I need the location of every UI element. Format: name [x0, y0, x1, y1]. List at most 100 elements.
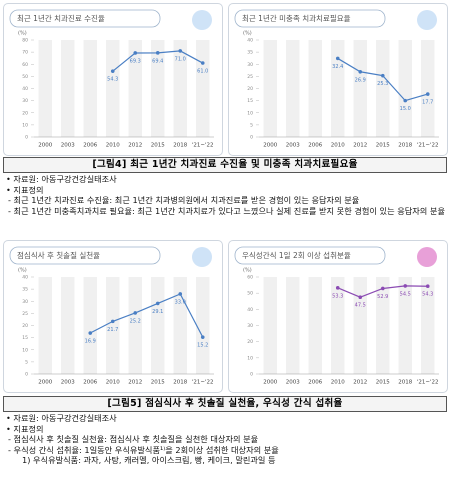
- y-tick-label: 20: [22, 110, 28, 116]
- data-label: 21.7: [107, 327, 118, 333]
- column-band: [61, 40, 75, 137]
- y-tick-label: 20: [247, 339, 253, 345]
- definition: • 지표정의: [6, 423, 44, 434]
- column-band: [61, 277, 75, 374]
- x-tick-label: 2012: [128, 380, 142, 386]
- definition-item: - 최근 1년간 치과진료 수진율: 최근 1년간 치과병의원에서 치과진료를 …: [8, 195, 360, 206]
- y-tick-label: 5: [25, 359, 28, 365]
- y-tick-label: 10: [247, 355, 253, 361]
- figure-caption: [그림4] 최근 1년간 치과진료 수진율 및 미충족 치과치료필요율: [3, 157, 447, 173]
- data-label: 54.5: [400, 291, 411, 297]
- chart: 최근 1년간 치과진료 수진율(%)2000 2003 2006 2010 2012 20…: [3, 3, 223, 156]
- figure-notes: • 자료원: 아동구강건강실태조사 • 지표정의 - 최근 1년간 치과진료 수…: [6, 174, 446, 216]
- y-tick-label: 60: [247, 275, 253, 281]
- data-point: [425, 284, 430, 289]
- x-tick-label: 2000: [38, 380, 52, 386]
- x-tick-label: 2010: [106, 143, 120, 149]
- data-point: [403, 284, 408, 288]
- data-point: [110, 69, 115, 73]
- y-tick-label: 50: [247, 291, 253, 297]
- data-point: [358, 69, 363, 74]
- data-label: 25.2: [130, 318, 141, 324]
- x-tick-label: 2015: [376, 380, 390, 386]
- y-tick-label: 5: [250, 122, 253, 128]
- x-tick-label: '21~'22: [192, 143, 214, 149]
- y-tick-label: 30: [22, 299, 28, 305]
- x-tick-label: 2015: [151, 143, 165, 149]
- column-band: [286, 40, 300, 137]
- source: • 자료원: 아동구강건강실태조사: [6, 174, 117, 184]
- column-band: [106, 40, 120, 137]
- x-tick-label: 2012: [128, 143, 142, 149]
- y-tick-label: 30: [247, 323, 253, 329]
- column-band: [196, 277, 210, 374]
- x-tick-label: 2018: [173, 380, 187, 386]
- x-tick-label: 2015: [151, 380, 165, 386]
- data-point: [403, 98, 408, 103]
- data-point: [358, 295, 363, 300]
- data-label: 32.4: [332, 64, 343, 70]
- x-tick-label: 2003: [61, 143, 75, 149]
- data-label: 17.7: [422, 100, 433, 106]
- definition-item: - 점심식사 후 칫솔질 실천율: 점심식사 후 칫솔질을 실천한 대상자의 분…: [8, 434, 259, 445]
- y-tick-label: 60: [22, 62, 28, 68]
- y-tick-label: 25: [22, 311, 28, 317]
- column-band: [83, 40, 97, 137]
- data-label: 71.0: [175, 56, 186, 62]
- x-tick-label: 2010: [331, 380, 345, 386]
- column-band: [38, 277, 52, 374]
- y-tick-label: 10: [22, 122, 28, 128]
- y-tick-label: 10: [247, 110, 253, 116]
- y-axis-label: (%): [18, 268, 27, 274]
- data-point: [380, 73, 385, 78]
- title-box: [9, 9, 161, 28]
- y-tick-label: 10: [22, 347, 28, 353]
- data-label: 54.3: [107, 77, 118, 83]
- y-tick-label: 0: [25, 372, 28, 378]
- x-tick-label: 2012: [353, 380, 367, 386]
- title-box: [9, 246, 161, 265]
- x-tick-label: 2000: [38, 143, 52, 149]
- y-tick-label: 40: [247, 38, 253, 44]
- y-tick-label: 35: [247, 50, 253, 56]
- data-point: [380, 286, 385, 291]
- data-point: [155, 301, 160, 306]
- column-band: [173, 277, 187, 374]
- x-tick-label: 2018: [398, 143, 412, 149]
- chart-title: 우식성간식 1일 2회 이상 섭취분율: [242, 250, 351, 260]
- x-tick-label: 2015: [376, 143, 390, 149]
- x-tick-label: 2018: [173, 143, 187, 149]
- x-tick-label: 2018: [398, 380, 412, 386]
- column-band: [128, 40, 142, 137]
- column-band: [263, 277, 277, 374]
- column-band: [83, 277, 97, 374]
- data-point: [178, 292, 183, 296]
- data-point: [200, 335, 205, 339]
- x-tick-label: 2003: [286, 143, 300, 149]
- y-tick-label: 35: [22, 287, 28, 293]
- x-tick-label: 2006: [308, 143, 322, 149]
- definition: • 지표정의: [6, 184, 44, 195]
- y-tick-label: 15: [247, 98, 253, 104]
- x-tick-label: 2006: [83, 143, 97, 149]
- column-band: [106, 277, 120, 374]
- icon: [417, 247, 437, 267]
- data-label: 69.3: [130, 58, 141, 64]
- y-tick-label: 40: [22, 275, 28, 281]
- column-band: [308, 277, 322, 374]
- data-point: [425, 92, 430, 96]
- column-band: [353, 277, 367, 374]
- data-label: 16.9: [85, 339, 96, 345]
- y-tick-label: 50: [22, 74, 28, 80]
- column-band: [331, 277, 345, 374]
- x-tick-label: 2000: [263, 143, 277, 149]
- x-tick-label: 2012: [353, 143, 367, 149]
- column-band: [353, 40, 367, 137]
- x-tick-label: 2003: [286, 380, 300, 386]
- data-point: [110, 319, 115, 324]
- column-band: [376, 277, 390, 374]
- column-band: [308, 40, 322, 137]
- y-tick-label: 80: [22, 38, 28, 44]
- y-axis-label: (%): [243, 31, 252, 37]
